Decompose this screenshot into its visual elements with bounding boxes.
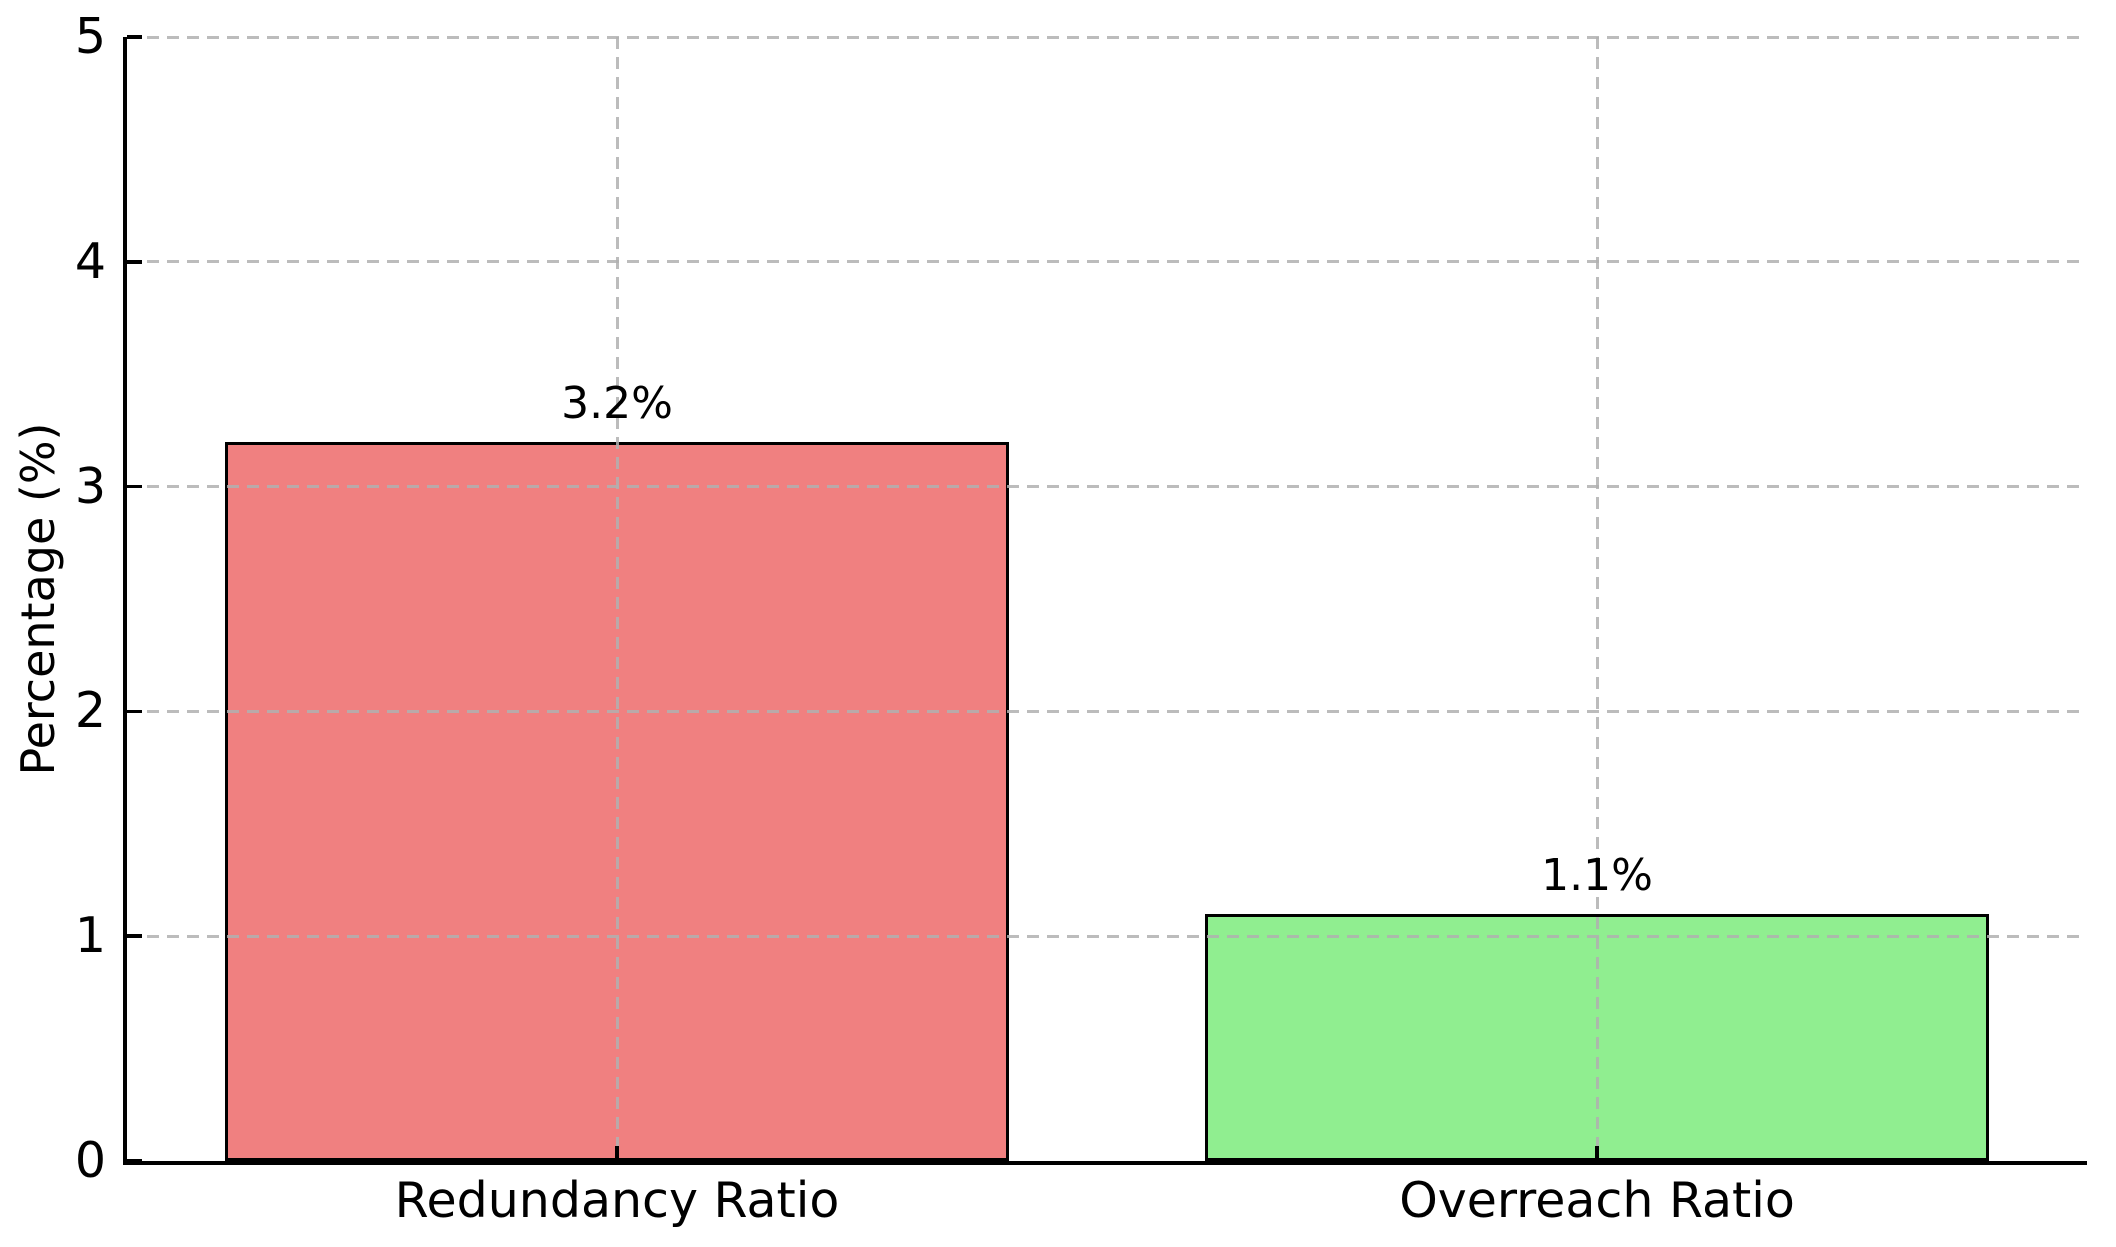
- y-tick-label: 4: [74, 232, 106, 290]
- x-tick-label-redundancy-ratio: Redundancy Ratio: [394, 1172, 840, 1229]
- y-tick-label: 5: [74, 8, 106, 65]
- x-tick-label-overreach-ratio: Overreach Ratio: [1399, 1172, 1795, 1229]
- y-tick-label: 0: [74, 1132, 106, 1189]
- gridline-horizontal: [127, 35, 2087, 39]
- gridline-horizontal: [127, 260, 2087, 264]
- gridline-horizontal: [127, 934, 2087, 938]
- gridline-vertical: [615, 37, 619, 1161]
- y-tick-mark: [127, 709, 142, 714]
- bar-value-label: 1.1%: [1541, 849, 1653, 901]
- gridline-horizontal: [127, 485, 2087, 489]
- x-tick-mark: [1595, 1146, 1599, 1161]
- bar-value-label: 3.2%: [561, 377, 673, 429]
- gridline-vertical: [1595, 37, 1599, 1161]
- y-tick-label: 2: [74, 682, 106, 740]
- y-tick-mark: [127, 934, 142, 938]
- y-tick-label: 1: [74, 907, 106, 965]
- y-tick-label: 3: [74, 457, 106, 515]
- y-tick-mark: [127, 484, 142, 489]
- y-tick-mark: [127, 35, 142, 39]
- y-tick-mark: [127, 1159, 142, 1163]
- x-tick-mark: [615, 1146, 619, 1161]
- gridline-horizontal: [127, 709, 2087, 713]
- y-tick-mark: [127, 260, 142, 264]
